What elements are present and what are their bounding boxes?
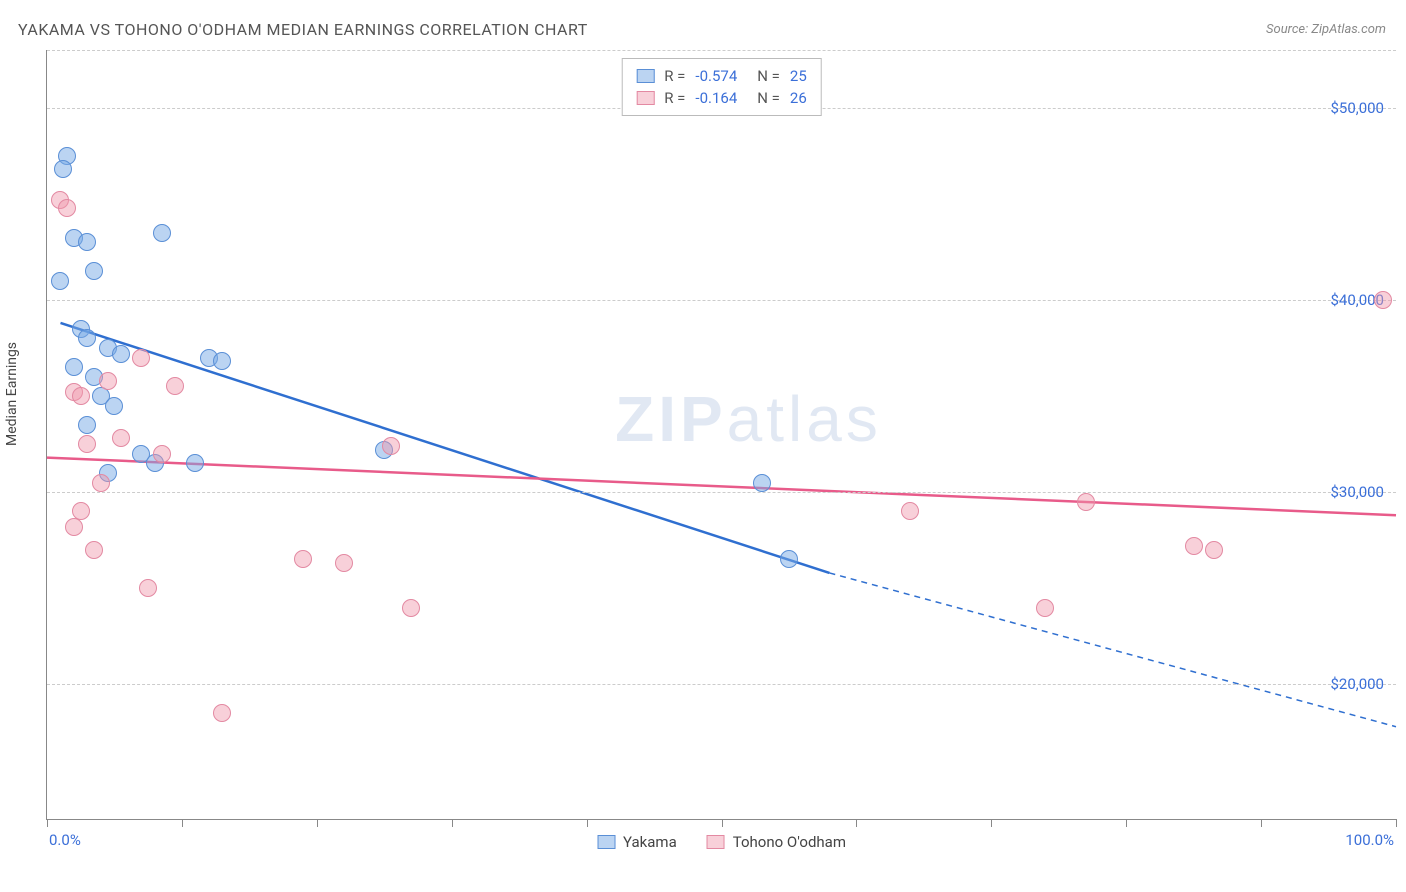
data-point (112, 345, 130, 363)
x-axis-max-label: 100.0% (1345, 831, 1394, 849)
chart-title: YAKAMA VS TOHONO O'ODHAM MEDIAN EARNINGS… (18, 20, 588, 39)
data-point (85, 541, 103, 559)
data-point (78, 416, 96, 434)
data-point (105, 397, 123, 415)
trend-line-solid (47, 458, 1396, 516)
trend-lines (47, 50, 1396, 819)
y-tick-label: $20,000 (1330, 675, 1384, 693)
data-point (1374, 291, 1392, 309)
data-point (753, 474, 771, 492)
data-point (54, 160, 72, 178)
data-point (99, 372, 117, 390)
legend-row: R = -0.164 N = 26 (636, 87, 807, 109)
plot-region: ZIPatlas $20,000$30,000$40,000$50,000 (47, 50, 1396, 819)
x-tick (587, 819, 588, 827)
legend-r-value: -0.164 (695, 89, 737, 107)
legend-n-label: N = (757, 67, 780, 85)
x-tick (47, 819, 48, 827)
correlation-legend: R = -0.574 N = 25 R = -0.164 N = 26 (621, 58, 822, 116)
x-tick (1396, 819, 1397, 827)
data-point (65, 358, 83, 376)
data-point (78, 435, 96, 453)
legend-item: Tohono O'odham (707, 833, 846, 851)
data-point (1205, 541, 1223, 559)
y-tick-label: $50,000 (1330, 99, 1384, 117)
data-point (78, 233, 96, 251)
data-point (1036, 599, 1054, 617)
data-point (58, 199, 76, 217)
data-point (402, 599, 420, 617)
x-tick (452, 819, 453, 827)
y-axis-title: Median Earnings (4, 342, 20, 446)
legend-row: R = -0.574 N = 25 (636, 65, 807, 87)
trend-line-dashed (829, 573, 1396, 727)
legend-swatch (636, 91, 654, 105)
data-point (294, 550, 312, 568)
data-point (335, 554, 353, 572)
x-tick (317, 819, 318, 827)
gridline (47, 50, 1396, 51)
data-point (85, 262, 103, 280)
gridline (47, 300, 1396, 301)
legend-swatch (636, 69, 654, 83)
legend-item: Yakama (597, 833, 677, 851)
gridline (47, 684, 1396, 685)
legend-r-label: R = (664, 67, 685, 85)
x-tick (856, 819, 857, 827)
data-point (153, 224, 171, 242)
x-tick (722, 819, 723, 827)
series-legend: Yakama Tohono O'odham (597, 833, 846, 851)
data-point (1185, 537, 1203, 555)
data-point (186, 454, 204, 472)
x-tick (991, 819, 992, 827)
x-axis-min-label: 0.0% (49, 831, 81, 849)
data-point (213, 352, 231, 370)
chart-area: ZIPatlas $20,000$30,000$40,000$50,000 R … (46, 50, 1396, 820)
data-point (51, 272, 69, 290)
data-point (166, 377, 184, 395)
data-point (139, 579, 157, 597)
data-point (72, 387, 90, 405)
data-point (213, 704, 231, 722)
x-tick (1126, 819, 1127, 827)
data-point (132, 349, 150, 367)
data-point (1077, 493, 1095, 511)
data-point (92, 474, 110, 492)
y-tick-label: $30,000 (1330, 483, 1384, 501)
data-point (153, 445, 171, 463)
legend-n-value: 26 (790, 89, 807, 107)
x-tick (182, 819, 183, 827)
legend-swatch (707, 835, 725, 849)
data-point (901, 502, 919, 520)
data-point (65, 518, 83, 536)
legend-label: Tohono O'odham (733, 833, 846, 851)
data-point (382, 437, 400, 455)
legend-r-value: -0.574 (695, 67, 737, 85)
legend-r-label: R = (664, 89, 685, 107)
data-point (112, 429, 130, 447)
legend-n-value: 25 (790, 67, 807, 85)
gridline (47, 492, 1396, 493)
x-tick (1261, 819, 1262, 827)
legend-n-label: N = (757, 89, 780, 107)
data-point (780, 550, 798, 568)
source-label: Source: ZipAtlas.com (1266, 22, 1386, 37)
legend-swatch (597, 835, 615, 849)
legend-label: Yakama (623, 833, 677, 851)
data-point (78, 329, 96, 347)
trend-line-solid (60, 323, 829, 573)
